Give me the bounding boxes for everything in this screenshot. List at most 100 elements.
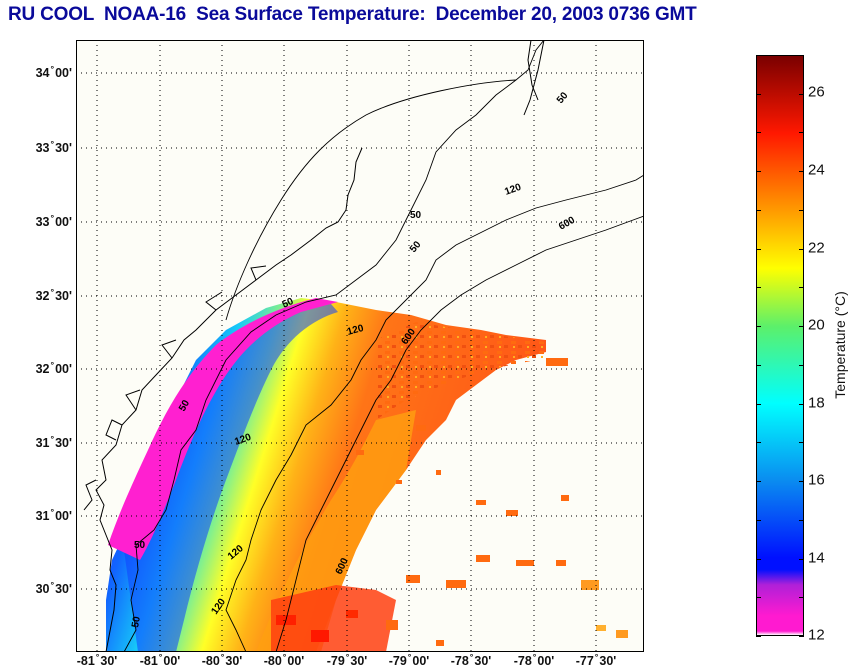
colorbar-tick bbox=[799, 132, 804, 133]
lon-min: 30' bbox=[599, 654, 617, 668]
colorbar-tick-label: 14 bbox=[808, 549, 825, 567]
colorbar-tick bbox=[756, 481, 761, 482]
lat-label: 33°00' bbox=[35, 213, 72, 229]
colorbar-tick bbox=[756, 171, 761, 172]
colorbar-tick bbox=[756, 287, 761, 288]
isobath-label: 50 bbox=[177, 398, 192, 414]
colorbar-tick bbox=[799, 55, 804, 56]
colorbar-tick bbox=[799, 94, 804, 95]
map-border bbox=[76, 40, 644, 652]
lon-deg: -77 bbox=[575, 654, 594, 668]
lon-label: -81°30' bbox=[76, 652, 118, 668]
colorbar-tick bbox=[756, 559, 761, 560]
lat-label: 32°00' bbox=[35, 360, 72, 376]
lat-min: 00' bbox=[55, 215, 72, 229]
lon-label: -80°30' bbox=[201, 652, 243, 668]
lon-label: -80°00' bbox=[263, 652, 305, 668]
isobath-label: 50 bbox=[130, 615, 143, 628]
lon-min: 00' bbox=[287, 654, 305, 668]
lon-deg: -78 bbox=[513, 654, 532, 668]
lat-deg: 31 bbox=[35, 436, 50, 450]
colorbar-tick bbox=[756, 55, 761, 56]
colorbar-tick bbox=[756, 404, 761, 405]
colorbar-tick-label: 20 bbox=[808, 316, 825, 334]
lon-label: -79°00' bbox=[388, 652, 430, 668]
lon-label: -78°00' bbox=[513, 652, 555, 668]
colorbar-tick-label: 12 bbox=[808, 626, 825, 644]
lat-deg: 32 bbox=[35, 289, 50, 303]
colorbar-tick-label: 26 bbox=[808, 83, 825, 101]
lat-deg: 34 bbox=[35, 66, 50, 80]
colorbar-title: Temperature (°C) bbox=[832, 291, 848, 399]
lat-min: 30' bbox=[55, 582, 72, 596]
isobath-label: 120 bbox=[346, 323, 365, 338]
colorbar-tick bbox=[799, 520, 804, 521]
colorbar-tick-label: 16 bbox=[808, 471, 825, 489]
lat-min: 00' bbox=[55, 66, 72, 80]
lon-min: 00' bbox=[537, 654, 555, 668]
lat-min: 00' bbox=[55, 362, 72, 376]
lat-deg: 31 bbox=[35, 509, 50, 523]
lat-deg: 33 bbox=[35, 215, 50, 229]
lon-label: -78°30' bbox=[450, 652, 492, 668]
colorbar-tick bbox=[799, 365, 804, 366]
lon-label: -79°30' bbox=[326, 652, 368, 668]
chart-title: RU COOL NOAA-16 Sea Surface Temperature:… bbox=[8, 4, 697, 25]
colorbar-tick bbox=[799, 326, 804, 327]
lon-deg: -81 bbox=[76, 654, 95, 668]
colorbar-tick bbox=[756, 249, 761, 250]
colorbar bbox=[756, 55, 804, 636]
colorbar-tick-label: 18 bbox=[808, 394, 825, 412]
colorbar-tick bbox=[756, 636, 761, 637]
colorbar-tick-label: 22 bbox=[808, 239, 825, 257]
lon-label: -81°00' bbox=[139, 652, 181, 668]
colorbar-tick bbox=[756, 210, 761, 211]
lon-min: 00' bbox=[412, 654, 430, 668]
lon-deg: -79 bbox=[326, 654, 345, 668]
colorbar-tick bbox=[799, 171, 804, 172]
sst-map: 50 50 50 50 50 50 120 120 120 120 120 60… bbox=[76, 40, 644, 652]
colorbar-tick bbox=[799, 442, 804, 443]
lat-min: 30' bbox=[55, 436, 72, 450]
colorbar-tick bbox=[799, 249, 804, 250]
colorbar-tick bbox=[799, 636, 804, 637]
sst-field bbox=[106, 298, 546, 652]
lon-min: 30' bbox=[100, 654, 118, 668]
colorbar-tick bbox=[799, 287, 804, 288]
colorbar-tick bbox=[799, 210, 804, 211]
lat-label: 32°30' bbox=[35, 287, 72, 303]
colorbar-tick bbox=[799, 559, 804, 560]
colorbar-tick bbox=[756, 442, 761, 443]
lat-deg: 33 bbox=[35, 141, 50, 155]
colorbar-tick bbox=[756, 365, 761, 366]
lat-deg: 32 bbox=[35, 362, 50, 376]
lon-deg: -80 bbox=[201, 654, 220, 668]
lat-deg: 30 bbox=[35, 582, 50, 596]
isobath-label: 50 bbox=[134, 540, 146, 551]
lat-min: 00' bbox=[55, 509, 72, 523]
lon-label: -77°30' bbox=[575, 652, 617, 668]
colorbar-tick bbox=[756, 520, 761, 521]
scattered-pixels bbox=[356, 358, 628, 646]
lat-label: 31°30' bbox=[35, 434, 72, 450]
colorbar-tick bbox=[756, 597, 761, 598]
colorbar-tick bbox=[756, 94, 761, 95]
isobaths bbox=[123, 40, 644, 652]
colorbar-tick bbox=[799, 404, 804, 405]
isobath-label: 50 bbox=[410, 210, 422, 221]
lat-label: 31°00' bbox=[35, 507, 72, 523]
colorbar-tick bbox=[799, 481, 804, 482]
lon-min: 30' bbox=[225, 654, 243, 668]
lon-deg: -80 bbox=[263, 654, 282, 668]
lat-min: 30' bbox=[55, 289, 72, 303]
coastline bbox=[83, 40, 545, 652]
colorbar-tick-label: 24 bbox=[808, 161, 825, 179]
lon-min: 30' bbox=[474, 654, 492, 668]
lon-min: 00' bbox=[163, 654, 181, 668]
lon-deg: -79 bbox=[388, 654, 407, 668]
lon-deg: -78 bbox=[450, 654, 469, 668]
colorbar-tick bbox=[799, 597, 804, 598]
colorbar-tick bbox=[756, 132, 761, 133]
lon-deg: -81 bbox=[139, 654, 158, 668]
lat-label: 33°30' bbox=[35, 139, 72, 155]
